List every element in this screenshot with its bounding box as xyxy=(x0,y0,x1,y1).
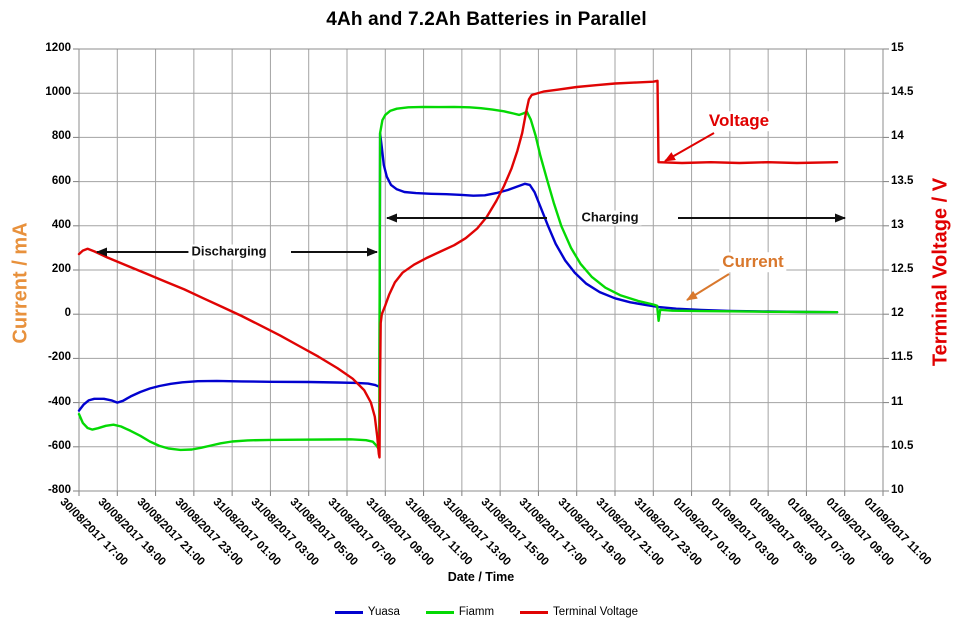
y-left-tick-label: 0 xyxy=(64,307,71,320)
y-left-tick-label: 1200 xyxy=(45,42,71,54)
annotation-current: Current xyxy=(719,252,787,272)
y-left-tick-label: 200 xyxy=(51,263,71,275)
y-left-tick-label: 600 xyxy=(51,174,71,187)
annotation-voltage: Voltage xyxy=(705,111,773,131)
x-axis-title: Date / Time xyxy=(447,570,515,584)
y-left-tick-label: 800 xyxy=(51,130,71,143)
plot-border xyxy=(78,48,884,492)
y-right-tick-label: 12.5 xyxy=(891,263,914,275)
left-axis-title: Current / mA xyxy=(9,222,32,344)
y-right-tick-label: 14 xyxy=(891,130,904,143)
y-right-tick-label: 11 xyxy=(891,395,904,408)
y-right-tick-label: 10.5 xyxy=(891,439,914,452)
series-yuasa-line xyxy=(77,132,839,412)
y-right-tick-label: 10 xyxy=(891,484,904,496)
y-right-tick-label: 12 xyxy=(891,307,904,320)
annotation-discharging: Discharging xyxy=(188,244,270,260)
legend-line-fiamm xyxy=(425,610,454,614)
right-axis-title: Terminal Voltage / V xyxy=(929,177,952,367)
legend-line-yuasa xyxy=(334,610,363,614)
legend-item-terminal-voltage: Terminal Voltage xyxy=(520,606,638,618)
y-left-tick-label: -400 xyxy=(47,395,71,408)
annotation-charging: Charging xyxy=(578,210,642,226)
y-right-tick-label: 15 xyxy=(891,42,904,54)
y-right-tick-label: 11.5 xyxy=(891,351,913,364)
legend-line-terminal-voltage xyxy=(520,610,549,614)
annotation-arrow-voltage xyxy=(664,132,715,162)
legend-label-terminal-voltage: Terminal Voltage xyxy=(553,606,639,618)
chart-title: 4Ah and 7.2Ah Batteries in Parallel xyxy=(326,9,647,30)
legend: Yuasa Fiamm Terminal Voltage xyxy=(0,606,973,618)
y-left-tick-label: -200 xyxy=(47,351,71,364)
series-fiamm-line xyxy=(77,105,839,452)
y-right-tick-label: 14.5 xyxy=(891,86,914,99)
legend-label-yuasa: Yuasa xyxy=(367,606,400,618)
series-terminal-voltage-line xyxy=(77,79,839,459)
y-left-tick-label: 1000 xyxy=(45,86,71,99)
y-left-tick-label: -600 xyxy=(47,439,71,452)
y-left-tick-label: 400 xyxy=(51,218,71,231)
legend-label-fiamm: Fiamm xyxy=(458,606,495,618)
annotation-arrow-current xyxy=(686,273,730,301)
y-left-tick-label: -800 xyxy=(47,484,71,496)
y-right-tick-label: 13.5 xyxy=(891,174,914,187)
legend-item-fiamm: Fiamm xyxy=(425,606,495,618)
y-right-tick-label: 13 xyxy=(891,218,904,231)
legend-item-yuasa: Yuasa xyxy=(334,606,400,618)
